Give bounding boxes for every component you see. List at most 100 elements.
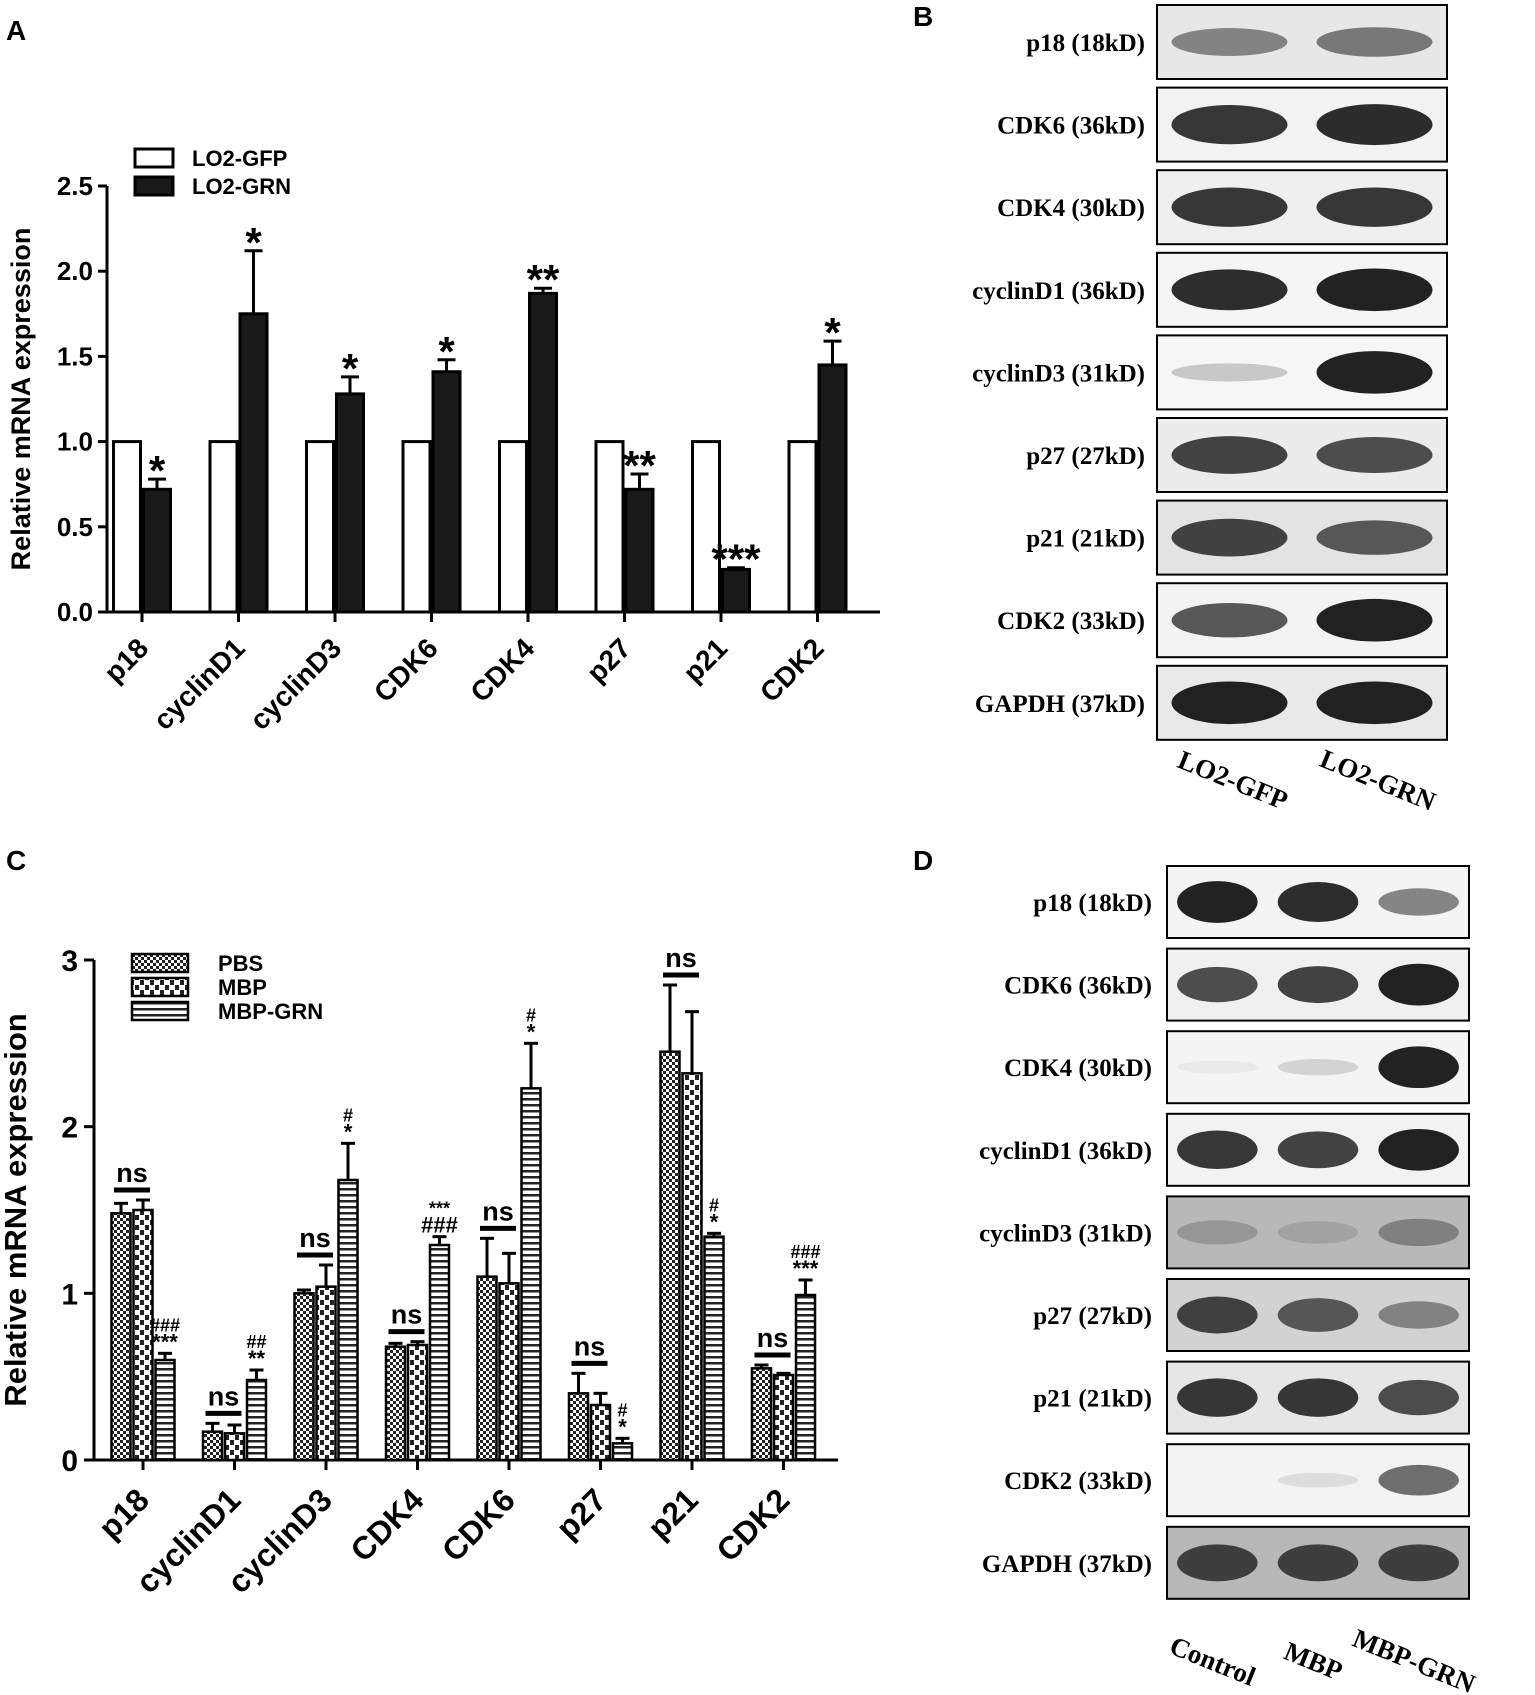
significance-label: # <box>617 1400 627 1420</box>
bar <box>681 1072 703 1462</box>
bar <box>293 1292 315 1462</box>
bar <box>335 392 365 614</box>
x-tick-label: CDK6 <box>435 1481 522 1568</box>
x-tick-label: CDK4 <box>464 632 540 708</box>
y-tick-label: 1 <box>61 1278 78 1311</box>
y-tick-label: 2.0 <box>57 256 93 286</box>
bar <box>201 1430 224 1462</box>
bar <box>794 1293 817 1462</box>
blot-row-label: p18 (18kD) <box>1026 30 1145 57</box>
ns-label: ns <box>391 1300 423 1330</box>
significance-label: * <box>618 1414 627 1439</box>
blot-band <box>1316 598 1433 642</box>
blot-band <box>1171 518 1288 557</box>
blot-band <box>1378 1128 1459 1171</box>
blot-band <box>1171 28 1288 56</box>
blot-band <box>1277 966 1359 1004</box>
significance-label: * <box>438 328 455 375</box>
legend-label: LO2-GRN <box>192 174 291 199</box>
legend-label: MBP-GRN <box>218 999 323 1024</box>
x-tick-label: CDK2 <box>709 1481 796 1568</box>
legend-swatch <box>130 952 190 974</box>
ns-label: ns <box>665 943 697 973</box>
ns-label: ns <box>482 1196 514 1226</box>
x-tick-label: p18 <box>98 632 154 688</box>
ns-label: ns <box>757 1323 789 1353</box>
y-tick-label: 0.0 <box>57 597 93 627</box>
x-tick-label: CDK4 <box>343 1481 430 1568</box>
y-tick-label: 3 <box>61 945 78 978</box>
ns-label: ns <box>116 1158 148 1188</box>
significance-label: * <box>344 1119 353 1144</box>
significance-label: ** <box>623 442 656 489</box>
blot-band <box>1177 881 1258 923</box>
y-tick-label: 1.5 <box>57 341 93 371</box>
bar <box>406 1343 429 1462</box>
blot-band <box>1378 1301 1459 1329</box>
significance-label: ### <box>421 1213 458 1238</box>
y-tick-label: 2 <box>61 1112 78 1145</box>
significance-label: * <box>245 219 262 266</box>
legend-swatch <box>133 147 175 169</box>
bar <box>476 1275 498 1462</box>
blot-band <box>1277 1298 1359 1332</box>
blot-row-label: cyclinD3 (31kD) <box>972 360 1145 387</box>
bar <box>142 487 172 614</box>
blot-row-label: p27 (27kD) <box>1033 1303 1152 1330</box>
significance-label: * <box>710 1209 719 1234</box>
blot-panel-d: p18 (18kD) CDK6 (36kD) CDK4 (30kD) cyclinD1… <box>979 865 1480 1695</box>
blot-panel-b: p18 (18kD) CDK6 (36kD) CDK4 (30kD) cyclinD1… <box>972 4 1448 817</box>
significance-label: *** <box>429 1199 450 1219</box>
bar <box>208 440 239 614</box>
blot-band <box>1277 1378 1359 1417</box>
panel-label-d: D <box>913 845 933 876</box>
legend-swatch <box>130 976 190 998</box>
blot-lane-label: LO2-GFP <box>1174 745 1292 816</box>
bar <box>567 1392 590 1462</box>
blot-row-label: p18 (18kD) <box>1033 890 1152 917</box>
chart-a: 0.0 0.5 1.0 1.5 2.0 2.5 Relative mRNA expressi… <box>6 146 880 736</box>
blot-band <box>1171 436 1288 474</box>
blot-band <box>1171 104 1288 145</box>
y-tick-label: 1.0 <box>57 427 93 457</box>
blot-band <box>1277 1131 1359 1169</box>
bar <box>594 440 625 614</box>
blot-lane-label: MBP-GRN <box>1349 1623 1480 1695</box>
bar <box>528 291 558 614</box>
blot-band <box>1277 881 1359 923</box>
ns-label: ns <box>574 1331 606 1361</box>
bar <box>154 1358 176 1462</box>
blot-band <box>1177 1130 1258 1170</box>
significance-label: * <box>527 1019 536 1044</box>
x-tick-label: cyclinD1 <box>147 632 250 735</box>
blot-band <box>1171 681 1288 725</box>
blot-band <box>1378 1379 1459 1416</box>
blot-band <box>1177 1220 1258 1245</box>
y-tick-label: 0 <box>61 1445 78 1478</box>
x-tick-label: p21 <box>677 632 733 688</box>
significance-label: # <box>526 1005 536 1025</box>
blot-band <box>1316 436 1433 474</box>
bar <box>721 567 751 614</box>
x-tick-label: p21 <box>641 1481 705 1545</box>
panel-label-a: A <box>6 15 26 46</box>
blot-band <box>1171 602 1288 638</box>
blot-band <box>1277 1221 1359 1244</box>
bar <box>498 440 528 614</box>
blot-row-label: GAPDH (37kD) <box>982 1551 1152 1578</box>
bar <box>659 1050 681 1462</box>
bar <box>305 440 335 614</box>
blot-band <box>1378 1218 1459 1247</box>
significance-label: ** <box>527 256 560 303</box>
blot-row-label: CDK2 (33kD) <box>997 608 1145 635</box>
significance-label: # <box>709 1195 719 1215</box>
blot-lane-label: Control <box>1166 1630 1261 1692</box>
blot-band <box>1316 268 1433 312</box>
blot-band <box>1316 351 1433 394</box>
bar <box>431 370 462 614</box>
bar <box>337 1178 359 1462</box>
bar <box>787 440 818 614</box>
significance-label: ** <box>248 1346 266 1371</box>
y-axis-label: Relative mRNA expression <box>0 1013 33 1406</box>
